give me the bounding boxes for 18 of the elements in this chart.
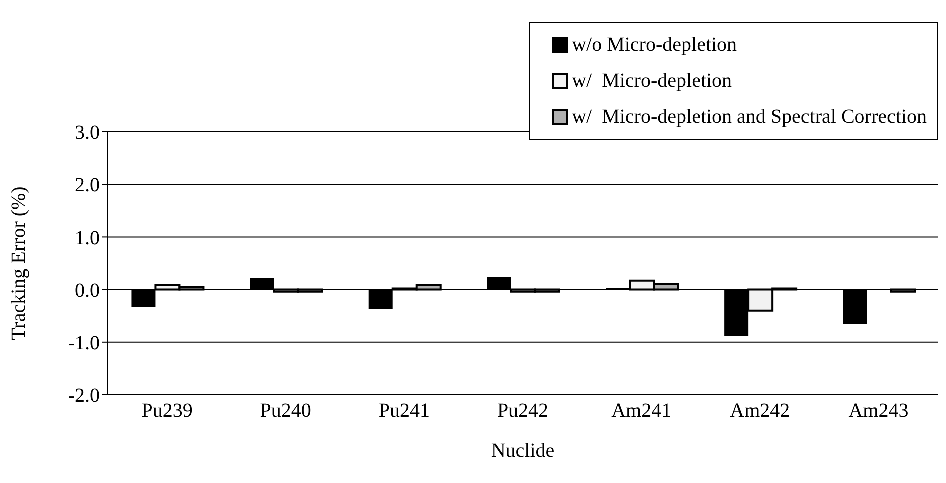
x-tick-label: Pu241 — [378, 400, 430, 422]
x-axis-title: Nuclide — [491, 440, 555, 462]
y-tick-label: 2.0 — [75, 174, 100, 197]
legend-label: w/ Micro-depletion and Spectral Correction — [572, 106, 927, 128]
y-tick-label: 3.0 — [75, 122, 100, 144]
y-tick-label: -1.0 — [68, 332, 100, 354]
x-tick-label: Pu240 — [260, 400, 312, 422]
legend-label: w/ Micro-depletion — [572, 70, 732, 92]
y-tick-label: -2.0 — [68, 385, 100, 408]
x-tick-label: Am242 — [730, 400, 790, 422]
x-tick-label: Pu242 — [497, 400, 549, 422]
x-tick-label: Pu239 — [142, 400, 193, 422]
y-tick-label: 1.0 — [75, 227, 100, 250]
y-axis-title: Tracking Error (%) — [8, 186, 30, 340]
legend-label: w/o Micro-depletion — [572, 34, 738, 56]
x-tick-label: Am243 — [848, 400, 909, 422]
x-tick-label: Am241 — [612, 400, 672, 422]
y-tick-label: 0.0 — [75, 280, 100, 302]
